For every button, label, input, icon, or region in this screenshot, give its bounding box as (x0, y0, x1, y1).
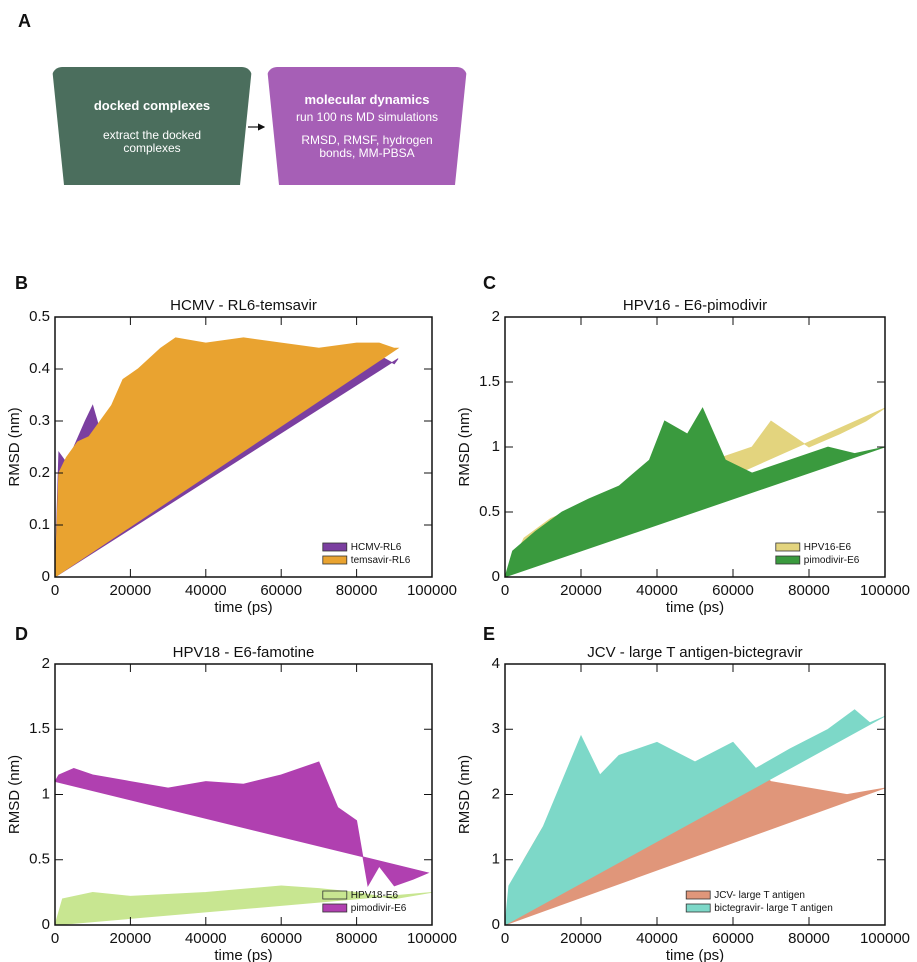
plot-frame (54, 316, 433, 578)
legend-swatch (775, 555, 801, 565)
x-tick-label: 100000 (860, 582, 910, 599)
x-tick-label: 80000 (336, 930, 378, 947)
y-axis-label: RMSD (nm) (456, 407, 473, 486)
x-tick-label: 0 (501, 930, 509, 947)
x-tick-label: 40000 (636, 930, 678, 947)
chart-title: JCV - large T antigen-bictegravir (587, 644, 802, 661)
x-tick-label: 0 (501, 582, 509, 599)
x-tick-label: 0 (51, 582, 59, 599)
legend-swatch (322, 903, 348, 913)
box-title: docked complexes (93, 97, 211, 113)
legend-label: JCV- large T antigen (714, 890, 805, 901)
y-tick-label: 0.5 (29, 308, 50, 325)
box-text: extract the docked complexes (102, 127, 202, 155)
x-tick-label: 20000 (110, 930, 152, 947)
y-tick-label: 0 (492, 568, 500, 585)
x-tick-label: 100000 (407, 582, 457, 599)
legend-swatch (685, 890, 711, 900)
y-tick-label: 0 (42, 916, 50, 933)
x-tick-label: 20000 (110, 582, 152, 599)
x-axis-label: time (ps) (214, 599, 272, 616)
y-tick-label: 1 (42, 785, 50, 802)
x-tick-label: 20000 (560, 582, 602, 599)
y-axis-label: RMSD (nm) (456, 755, 473, 834)
legend-label: HPV18-E6 (351, 890, 399, 901)
y-tick-label: 1 (492, 851, 500, 868)
area (504, 709, 886, 926)
panel-label: E (483, 624, 495, 644)
diagram-box: docked complexes extract the docked comp… (52, 67, 252, 185)
legend-label: temsavir-RL6 (351, 555, 411, 566)
y-tick-label: 0.1 (29, 516, 50, 533)
y-tick-label: 0.2 (29, 464, 50, 481)
area (504, 407, 886, 578)
y-tick-label: 0 (492, 916, 500, 933)
legend-swatch (322, 890, 348, 900)
x-axis-label: time (ps) (666, 599, 724, 616)
x-tick-label: 80000 (336, 582, 378, 599)
legend-swatch (775, 542, 801, 552)
x-axis-label: time (ps) (214, 947, 272, 962)
legend-label: HCMV-RL6 (351, 542, 402, 553)
legend-swatch (685, 903, 711, 913)
panel-label: C (483, 273, 496, 293)
x-tick-label: 20000 (560, 930, 602, 947)
box-text: RMSD, RMSF, hydrogen bonds, MM-PBSA (301, 133, 433, 160)
x-tick-label: 0 (51, 930, 59, 947)
chart-title: HCMV - RL6-temsavir (170, 297, 317, 314)
x-tick-label: 60000 (712, 930, 754, 947)
x-tick-label: 60000 (260, 930, 302, 947)
legend-label: pimodivir-E6 (804, 555, 860, 566)
y-tick-label: 1.5 (29, 720, 50, 737)
panel-label: A (18, 11, 31, 31)
y-tick-label: 2 (42, 655, 50, 672)
y-tick-label: 1.5 (479, 373, 500, 390)
x-tick-label: 60000 (712, 582, 754, 599)
legend-swatch (322, 555, 348, 565)
x-axis-label: time (ps) (666, 947, 724, 962)
legend-label: bictegravir- large T antigen (714, 903, 833, 914)
box-text: run 100 ns MD simulations (295, 110, 439, 124)
y-tick-label: 1 (492, 438, 500, 455)
y-tick-label: 0.3 (29, 412, 50, 429)
y-tick-label: 3 (492, 720, 500, 737)
y-tick-label: 0 (42, 568, 50, 585)
panel-label: B (15, 273, 28, 293)
legend-label: HPV16-E6 (804, 542, 852, 553)
diagram-box: molecular dynamics run 100 ns MD simulat… (267, 67, 467, 185)
y-tick-label: 0.4 (29, 360, 50, 377)
x-tick-label: 40000 (636, 582, 678, 599)
x-tick-label: 80000 (788, 930, 830, 947)
y-tick-label: 0.5 (479, 503, 500, 520)
y-tick-label: 2 (492, 785, 500, 802)
y-axis-label: RMSD (nm) (6, 407, 23, 486)
x-tick-label: 100000 (407, 930, 457, 947)
legend-swatch (322, 542, 348, 552)
y-axis-label: RMSD (nm) (6, 755, 23, 834)
panel-label: D (15, 624, 28, 644)
x-tick-label: 80000 (788, 582, 830, 599)
x-tick-label: 100000 (860, 930, 910, 947)
x-tick-label: 60000 (260, 582, 302, 599)
area (54, 337, 400, 578)
x-tick-label: 40000 (185, 582, 227, 599)
box-title: molecular dynamics (304, 92, 430, 107)
chart-title: HPV18 - E6-famotine (173, 644, 315, 661)
y-tick-label: 2 (492, 308, 500, 325)
area (54, 761, 430, 888)
y-tick-label: 4 (492, 655, 500, 672)
chart-title: HPV16 - E6-pimodivir (623, 297, 767, 314)
legend-label: pimodivir-E6 (351, 903, 407, 914)
y-tick-label: 0.5 (29, 851, 50, 868)
x-tick-label: 40000 (185, 930, 227, 947)
